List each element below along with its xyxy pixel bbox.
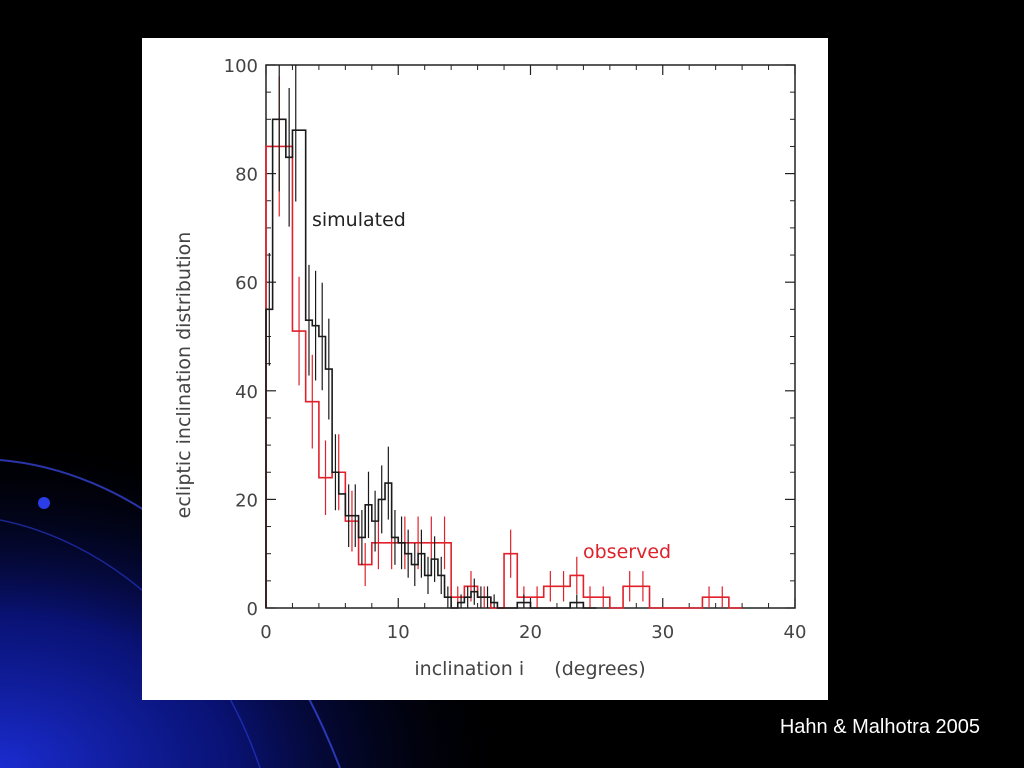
y-tick-label: 0 xyxy=(247,599,258,620)
y-tick-label: 80 xyxy=(235,165,258,186)
y-tick-label: 100 xyxy=(224,56,258,77)
observed-annotation: observed xyxy=(583,541,671,563)
x-tick-label: 10 xyxy=(387,622,410,643)
simulated-annotation: simulated xyxy=(312,209,406,231)
y-tick-label: 60 xyxy=(235,273,258,294)
y-tick-label: 40 xyxy=(235,382,258,403)
plot-frame xyxy=(265,64,796,609)
x-axis-label: inclination i (degrees) xyxy=(414,658,645,680)
x-tick-label: 40 xyxy=(784,622,807,643)
histogram-chart: 0 10 20 30 40 0 20 40 60 80 100 ecliptic inclinati… xyxy=(173,56,807,680)
simulated-histogram-line xyxy=(265,118,597,609)
glow-dot xyxy=(38,497,50,509)
credit-text: Hahn & Malhotra 2005 xyxy=(779,716,980,738)
y-axis-label: ecliptic inclination distribution xyxy=(173,232,195,519)
plot-panel: 0 10 20 30 40 0 20 40 60 80 100 ecliptic inclinati… xyxy=(142,38,828,700)
x-tick-label: 20 xyxy=(519,622,542,643)
x-tick-label: 0 xyxy=(260,622,271,643)
x-tick-label: 30 xyxy=(651,622,674,643)
y-tick-label: 20 xyxy=(235,490,258,511)
